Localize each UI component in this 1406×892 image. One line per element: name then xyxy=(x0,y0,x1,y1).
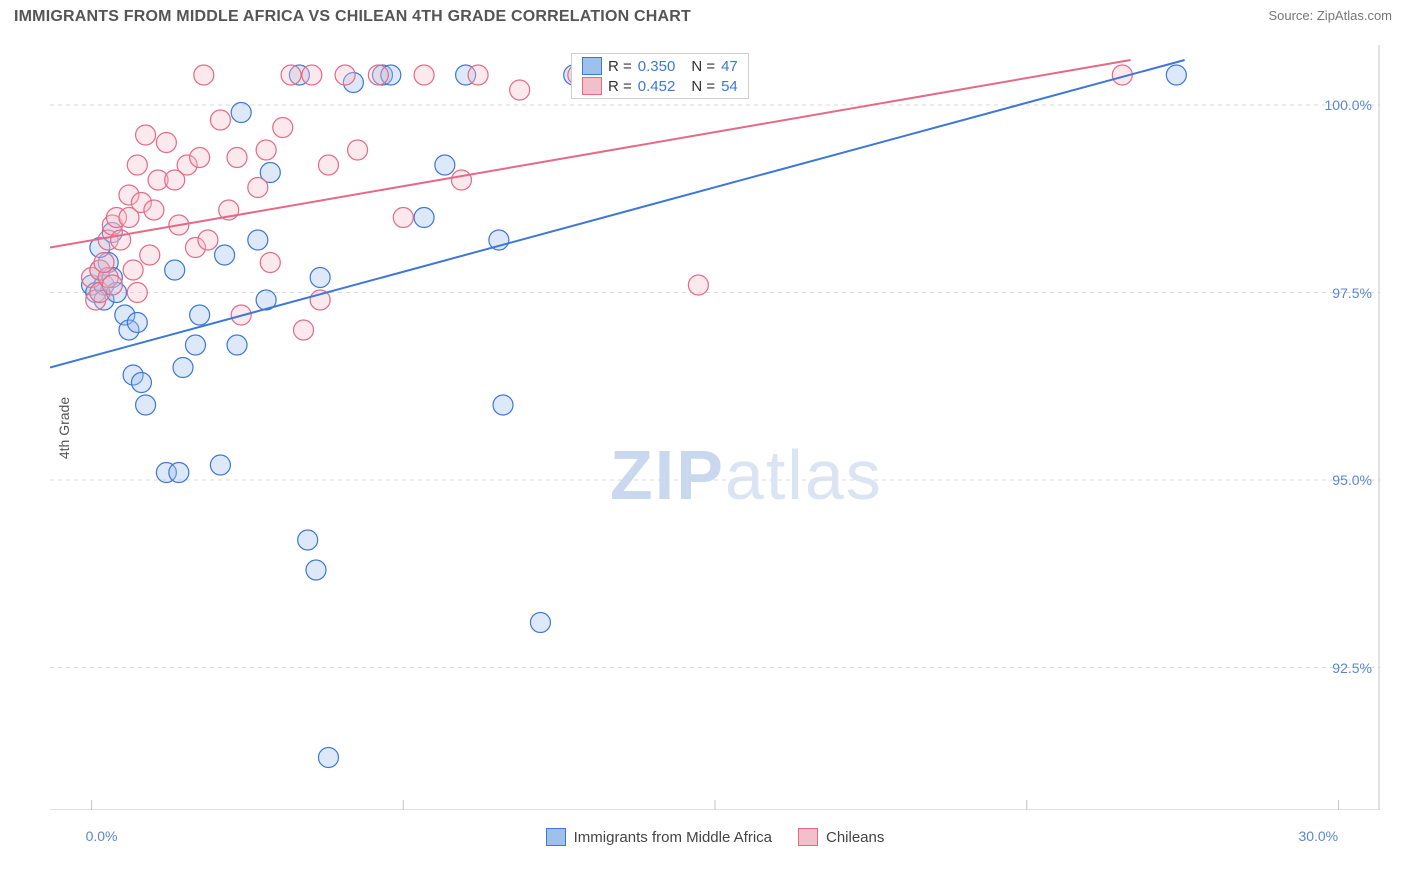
y-axis-label: 4th Grade xyxy=(56,396,72,458)
series-legend-label: Chileans xyxy=(826,829,884,846)
series-legend-item: Immigrants from Middle Africa xyxy=(546,828,772,846)
legend-swatch xyxy=(582,57,602,75)
legend-swatch xyxy=(582,77,602,95)
title-bar: IMMIGRANTS FROM MIDDLE AFRICA VS CHILEAN… xyxy=(0,0,1406,30)
y-tick-label: 100.0% xyxy=(1325,97,1372,113)
legend-n-value: 54 xyxy=(721,78,738,95)
legend-r-label: R = xyxy=(608,58,632,75)
legend-n-value: 47 xyxy=(721,58,738,75)
legend-r-value: 0.350 xyxy=(638,58,676,75)
legend-r-label: R = xyxy=(608,78,632,95)
series-legend: Immigrants from Middle Africa Chileans xyxy=(50,828,1380,846)
legend-swatch xyxy=(546,828,566,846)
x-tick-label: 30.0% xyxy=(1298,828,1338,844)
series-legend-label: Immigrants from Middle Africa xyxy=(574,829,772,846)
scatter-chart-svg xyxy=(50,45,1380,810)
y-tick-label: 92.5% xyxy=(1332,660,1372,676)
legend-n-label: N = xyxy=(691,58,715,75)
y-tick-label: 95.0% xyxy=(1332,472,1372,488)
source-label: Source: ZipAtlas.com xyxy=(1268,8,1392,23)
legend-swatch xyxy=(798,828,818,846)
legend-stats-row: R = 0.350 N = 47 xyxy=(572,56,748,76)
chart-title: IMMIGRANTS FROM MIDDLE AFRICA VS CHILEAN… xyxy=(14,8,691,26)
y-tick-label: 97.5% xyxy=(1332,285,1372,301)
series-legend-item: Chileans xyxy=(798,828,884,846)
legend-stats-box: R = 0.350 N = 47 R = 0.452 N = 54 xyxy=(571,53,749,99)
plot-area: 4th Grade ZIPatlas R = 0.350N = 47R = 0.… xyxy=(50,45,1380,810)
legend-stats-row: R = 0.452 N = 54 xyxy=(572,76,748,96)
legend-n-label: N = xyxy=(691,78,715,95)
legend-r-value: 0.452 xyxy=(638,78,676,95)
x-tick-label: 0.0% xyxy=(86,828,118,844)
